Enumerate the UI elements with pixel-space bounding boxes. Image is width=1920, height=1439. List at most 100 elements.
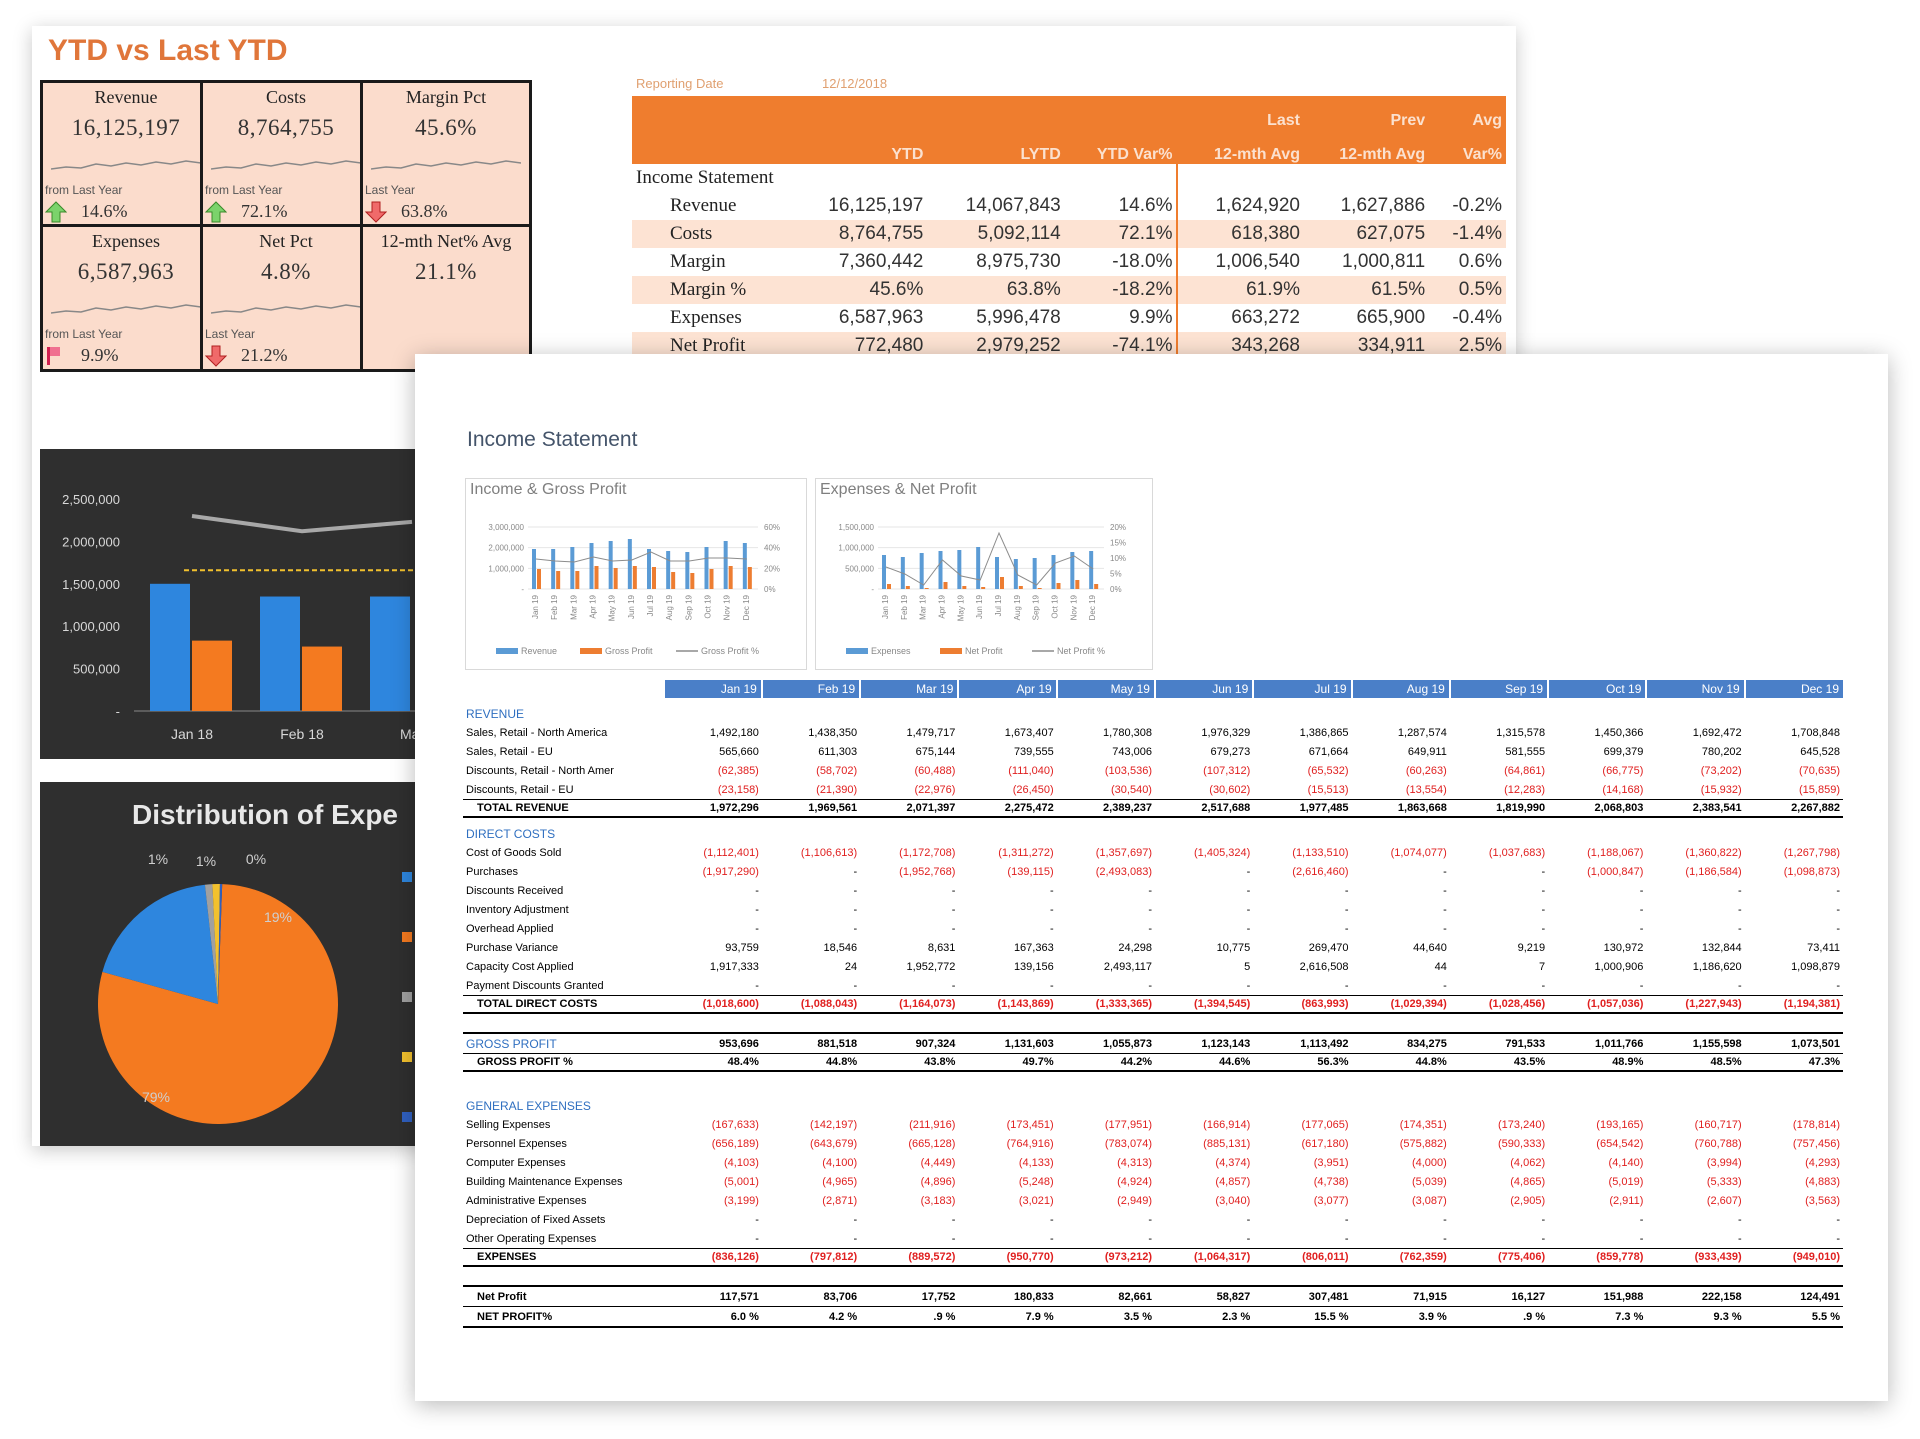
x-tick-label: Mar 19 <box>569 594 578 619</box>
pie-slice <box>218 884 223 1004</box>
value-cell: 49.7% <box>958 1053 1057 1072</box>
y-tick-label: 500,000 <box>73 662 120 677</box>
value-cell: 18,546 <box>823 941 858 954</box>
ytd-cell: 5,092,114 <box>927 220 1065 248</box>
ytd-cell: 8,764,755 <box>790 220 928 248</box>
line-item-row: Computer Expenses (4,103) (4,100) (4,449) (4… <box>463 1153 1843 1172</box>
spacer-cell <box>463 1266 1843 1286</box>
value-cell: (177,065) <box>1301 1118 1349 1131</box>
ytd-cell: 7,360,442 <box>838 251 924 272</box>
value-cell: (590,333) <box>1498 1137 1546 1150</box>
bar-primary <box>1089 551 1094 589</box>
bar-secondary <box>652 567 656 589</box>
value-cell: - <box>1344 1213 1349 1226</box>
total-row: GROSS PROFIT % 48.4% 44.8% 43.8% 49.7% 44.2% 4… <box>463 1053 1843 1072</box>
value-cell: (142,197) <box>810 1118 858 1131</box>
ytd-cell: -0.4% <box>1452 307 1502 328</box>
line-item-row: Payment Discounts Granted - - - - - - - - - - - - <box>463 976 1843 996</box>
legend-swatch <box>402 1052 412 1062</box>
bar-primary <box>723 541 728 589</box>
value-cell: - <box>1344 922 1349 935</box>
x-tick-label: Mar 19 <box>919 594 928 619</box>
value-cell: (889,572) <box>860 1248 959 1267</box>
value-cell: .9 % <box>1449 1306 1549 1328</box>
value-cell: - <box>755 884 759 897</box>
legend-swatch <box>580 648 602 654</box>
legend-label: Gross Profit % <box>701 646 759 656</box>
x-tick-label: Jan 18 <box>171 726 213 742</box>
value-cell: 1,113,492 <box>1253 1032 1352 1054</box>
value-cell: 1,186,620 <box>1692 960 1742 973</box>
value-cell: (973,212) <box>1056 1248 1155 1267</box>
x-tick-label: Oct 19 <box>1051 594 1060 618</box>
value-cell: 565,660 <box>719 745 759 758</box>
value-cell: - <box>1443 903 1447 916</box>
row-label: GROSS PROFIT % <box>463 1053 664 1072</box>
value-cell: (23,158) <box>717 783 759 796</box>
value-cell: (1,405,324) <box>1194 846 1251 859</box>
income-statement-table: Jan 19 Feb 19 Mar 19 Apr 19 May 19 Jun 19 Jul … <box>463 680 1843 1328</box>
ytd-header: YTD LYTD YTD Var% 12-mth Avg 12-mth Avg … <box>632 130 1506 164</box>
value-cell: (1,164,073) <box>860 995 959 1014</box>
value-cell: (13,554) <box>1405 783 1447 796</box>
value-cell: (193,165) <box>1596 1118 1644 1131</box>
value-cell: 5.5 % <box>1744 1306 1843 1328</box>
value-cell: (167,633) <box>711 1118 759 1131</box>
kpi-value: 8,764,755 <box>237 115 335 140</box>
value-cell: 1,917,333 <box>709 960 759 973</box>
value-cell: - <box>1541 922 1546 935</box>
value-cell: (15,513) <box>1307 783 1349 796</box>
row-label: Building Maintenance Expenses <box>466 1175 623 1188</box>
bar-secondary <box>1075 580 1080 589</box>
value-cell: 2.3 % <box>1154 1306 1254 1328</box>
ytd-header-cell: Last <box>1176 96 1304 130</box>
line-item-row: Discounts Received - - - - - - - - - - - - <box>463 881 1843 900</box>
value-cell: (1,074,077) <box>1390 846 1447 859</box>
value-cell: - <box>853 979 858 992</box>
value-cell: (15,859) <box>1799 783 1840 796</box>
row-label: Other Operating Expenses <box>466 1232 597 1245</box>
value-cell: (665,128) <box>908 1137 956 1150</box>
value-cell: - <box>1639 979 1644 992</box>
value-cell: 6.0 % <box>663 1306 762 1328</box>
value-cell: 907,324 <box>860 1032 959 1054</box>
ytd-cell: -18.2% <box>1064 276 1178 304</box>
bar <box>260 596 300 711</box>
bar-secondary <box>924 588 929 589</box>
value-cell: (4,738) <box>1313 1175 1349 1188</box>
line-item-row: Purchase Variance 93,759 18,546 8,631 167,36… <box>463 938 1843 957</box>
sparkline <box>371 160 521 170</box>
pie-slice-label: 1% <box>148 851 168 867</box>
row-label: Administrative Expenses <box>466 1194 587 1207</box>
row-label: Discounts, Retail - North Amer <box>466 764 614 777</box>
x-tick-label: Jul 19 <box>994 594 1003 616</box>
section-fill <box>664 1090 1843 1115</box>
value-cell: (1,029,394) <box>1351 995 1450 1014</box>
ytd-header-cell: 12-mth Avg <box>1176 130 1304 164</box>
ytd-row-label: Margin <box>670 251 726 272</box>
value-cell: (643,679) <box>810 1137 858 1150</box>
value-cell: - <box>951 1232 956 1245</box>
y-right-tick: 5% <box>1110 570 1122 579</box>
row-label: NET PROFIT% <box>463 1306 664 1328</box>
value-cell: 8,631 <box>927 941 956 954</box>
value-cell: 1,977,485 <box>1253 799 1352 818</box>
value-cell: 699,379 <box>1603 745 1644 758</box>
value-cell: - <box>1050 1232 1054 1245</box>
bar-secondary <box>671 572 676 589</box>
value-cell: 834,275 <box>1351 1032 1450 1054</box>
value-cell: - <box>1738 979 1742 992</box>
trend-line <box>191 513 413 534</box>
value-cell: 3.9 % <box>1351 1306 1450 1328</box>
x-tick-label: Jun 19 <box>975 594 984 619</box>
value-cell: (107,312) <box>1203 764 1251 777</box>
income-statement-title: Income Statement <box>467 428 638 451</box>
kpi-card: Net Pct 4.8% Last Year 21.2% <box>200 224 372 372</box>
value-cell: 48.5% <box>1646 1053 1745 1072</box>
value-cell: 1,976,329 <box>1201 726 1251 739</box>
ytd-section-row: Income Statement <box>632 164 1506 192</box>
value-cell: - <box>1443 922 1447 935</box>
value-cell: (103,536) <box>1104 764 1152 777</box>
value-cell: 4.2 % <box>761 1306 861 1328</box>
value-cell: (1,037,683) <box>1488 846 1546 859</box>
